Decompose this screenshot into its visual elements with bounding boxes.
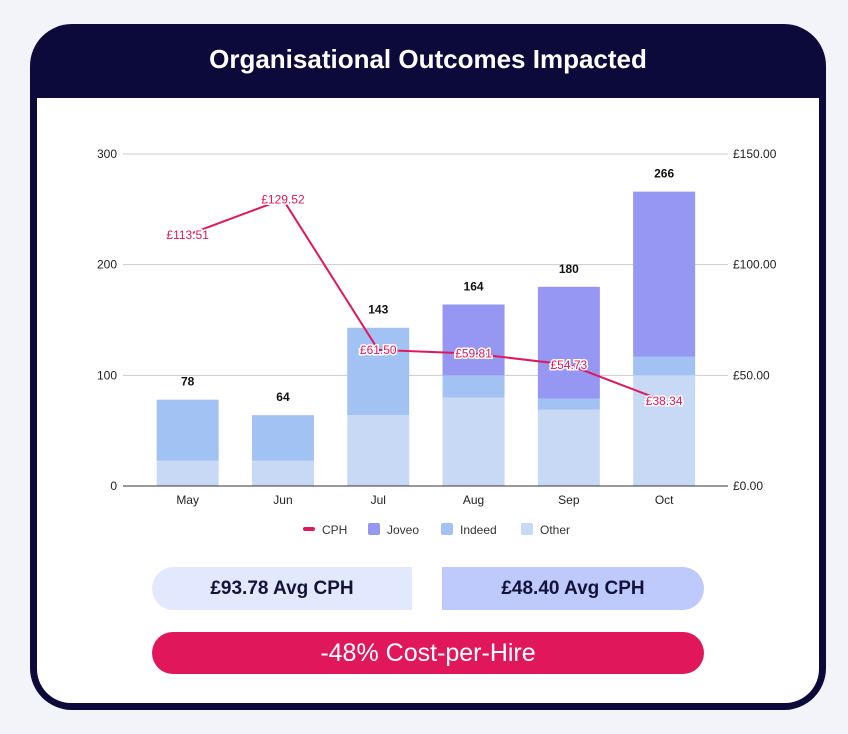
legend-label: Joveo	[387, 523, 419, 537]
x-tick-label: May	[176, 493, 199, 507]
bar-total-label: 64	[276, 390, 290, 404]
bar-other	[156, 460, 219, 486]
bar-joveo	[442, 304, 505, 376]
x-tick-label: Jun	[273, 493, 292, 507]
y2-tick-label: £0.00	[733, 479, 763, 493]
bar-other	[442, 397, 505, 486]
y-tick-label: 300	[97, 147, 117, 161]
card-title: Organisational Outcomes Impacted	[209, 44, 647, 74]
cph-data-label: £59.81	[455, 347, 492, 361]
bar-joveo	[633, 191, 696, 357]
x-tick-label: Aug	[463, 493, 484, 507]
bar-indeed	[537, 398, 600, 410]
avg-cph-before: £93.78 Avg CPH	[152, 567, 412, 610]
cph-data-label: £54.73	[550, 358, 587, 372]
legend-other-swatch	[521, 523, 533, 535]
bar-indeed	[156, 399, 219, 461]
bar-total-label: 78	[181, 375, 195, 389]
bar-other	[347, 415, 410, 486]
bar-other	[537, 409, 600, 486]
cost-per-hire-change: -48% Cost-per-Hire	[152, 632, 704, 674]
x-tick-label: Sep	[558, 493, 580, 507]
bar-total-label: 266	[654, 167, 674, 181]
legend-label: CPH	[322, 523, 347, 537]
legend-label: Indeed	[460, 523, 497, 537]
avg-cph-after: £48.40 Avg CPH	[442, 567, 704, 610]
y-tick-label: 200	[97, 258, 117, 272]
y2-tick-label: £50.00	[733, 368, 770, 382]
bar-joveo	[537, 286, 600, 399]
legend-indeed-swatch	[441, 523, 453, 535]
y-tick-label: 100	[97, 368, 117, 382]
y2-tick-label: £150.00	[733, 147, 777, 161]
bar-indeed	[347, 327, 410, 416]
bar-indeed	[442, 375, 505, 398]
legend-label: Other	[540, 523, 570, 537]
cph-line	[187, 198, 665, 403]
x-tick-label: Jul	[371, 493, 386, 507]
y2-tick-label: £100.00	[733, 258, 777, 272]
bar-other	[251, 460, 314, 486]
bar-indeed	[633, 356, 696, 376]
y-tick-label: 0	[110, 479, 117, 493]
cph-data-label: £38.34	[646, 394, 683, 408]
bar-total-label: 180	[559, 262, 579, 276]
x-tick-label: Oct	[655, 493, 674, 507]
bar-indeed	[251, 415, 314, 461]
bar-total-label: 143	[368, 303, 388, 317]
cph-data-label: £129.52	[261, 192, 305, 206]
cph-data-label: £61.50	[360, 343, 397, 357]
cph-data-label: £113.51	[166, 228, 209, 242]
bar-total-label: 164	[464, 280, 484, 294]
legend-joveo-swatch	[368, 523, 380, 535]
legend-cph-swatch	[303, 527, 315, 531]
